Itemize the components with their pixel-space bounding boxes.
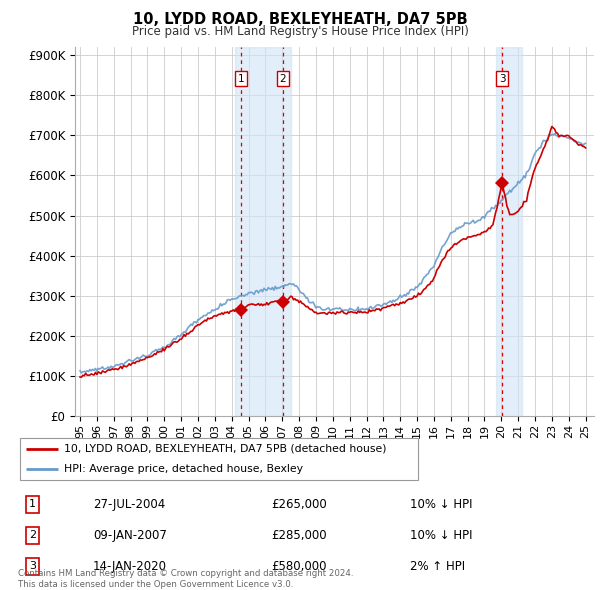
Text: 2: 2 xyxy=(29,530,36,540)
Text: 27-JUL-2004: 27-JUL-2004 xyxy=(93,498,165,511)
Text: 10, LYDD ROAD, BEXLEYHEATH, DA7 5PB (detached house): 10, LYDD ROAD, BEXLEYHEATH, DA7 5PB (det… xyxy=(64,444,387,454)
Text: 1: 1 xyxy=(29,500,36,509)
FancyBboxPatch shape xyxy=(20,438,418,480)
Bar xyxy=(496,47,521,416)
Text: 3: 3 xyxy=(499,74,505,84)
Text: 1: 1 xyxy=(238,74,244,84)
Text: 2: 2 xyxy=(280,74,286,84)
Text: 10, LYDD ROAD, BEXLEYHEATH, DA7 5PB: 10, LYDD ROAD, BEXLEYHEATH, DA7 5PB xyxy=(133,12,467,27)
Text: HPI: Average price, detached house, Bexley: HPI: Average price, detached house, Bexl… xyxy=(64,464,303,474)
Text: 14-JAN-2020: 14-JAN-2020 xyxy=(93,560,167,573)
Text: £265,000: £265,000 xyxy=(271,498,327,511)
Text: 09-JAN-2007: 09-JAN-2007 xyxy=(93,529,167,542)
Text: 3: 3 xyxy=(29,562,36,571)
Text: 10% ↓ HPI: 10% ↓ HPI xyxy=(410,498,472,511)
Bar xyxy=(235,47,290,416)
Text: £285,000: £285,000 xyxy=(271,529,327,542)
Text: £580,000: £580,000 xyxy=(271,560,327,573)
Text: Contains HM Land Registry data © Crown copyright and database right 2024.
This d: Contains HM Land Registry data © Crown c… xyxy=(18,569,353,589)
Text: 10% ↓ HPI: 10% ↓ HPI xyxy=(410,529,472,542)
Text: 2% ↑ HPI: 2% ↑ HPI xyxy=(410,560,465,573)
Text: Price paid vs. HM Land Registry's House Price Index (HPI): Price paid vs. HM Land Registry's House … xyxy=(131,25,469,38)
